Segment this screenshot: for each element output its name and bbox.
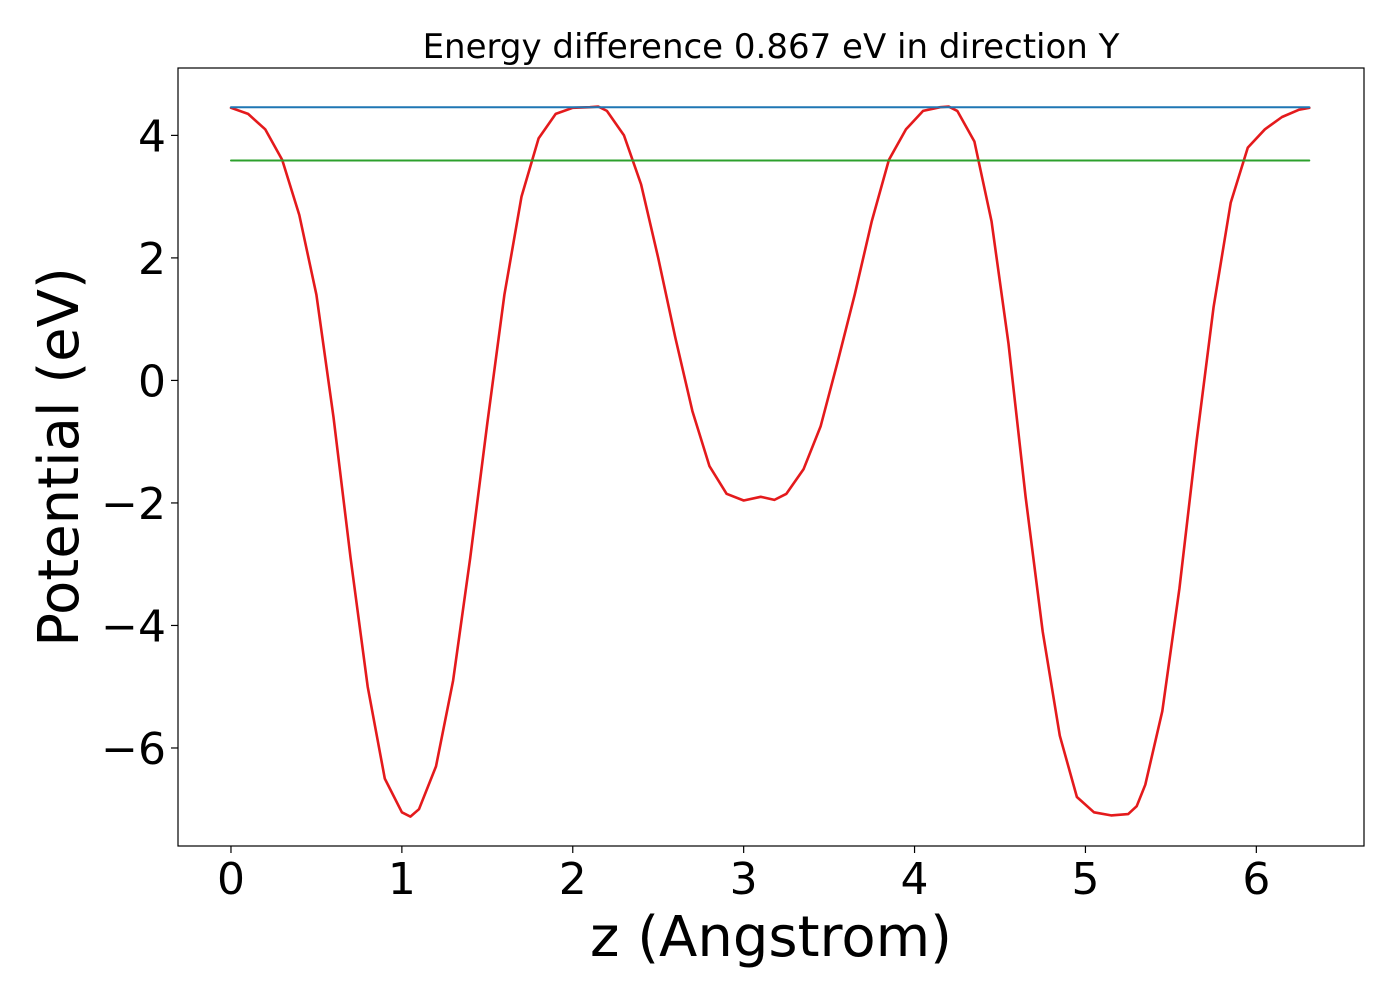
x-tick-label: 3 — [730, 854, 758, 905]
x-tick-label: 4 — [901, 854, 929, 905]
plot-area — [229, 105, 1311, 818]
x-axis-label: z (Angstrom) — [590, 905, 952, 970]
plot-frame — [177, 67, 1365, 847]
y-tick-label: −2 — [101, 479, 166, 530]
y-tick-label: 2 — [138, 234, 166, 285]
x-tick-label: 5 — [1071, 854, 1099, 905]
series-line-0 — [229, 105, 1311, 818]
x-axis-ticks: 0 1 2 3 4 5 6 — [217, 846, 1270, 905]
y-tick-label: −6 — [101, 724, 166, 775]
x-tick-label: 2 — [559, 854, 587, 905]
chart-title: Energy difference 0.867 eV in direction … — [423, 27, 1120, 67]
y-tick-label: 4 — [138, 111, 166, 162]
x-tick-label: 6 — [1242, 854, 1270, 905]
y-tick-label: −4 — [101, 601, 166, 652]
x-tick-label: 1 — [388, 854, 416, 905]
y-axis-ticks: −6 −4 −2 0 2 4 — [101, 111, 178, 775]
y-axis-label: Potential (eV) — [27, 267, 92, 647]
x-tick-label: 0 — [217, 854, 245, 905]
y-tick-label: 0 — [138, 356, 166, 407]
